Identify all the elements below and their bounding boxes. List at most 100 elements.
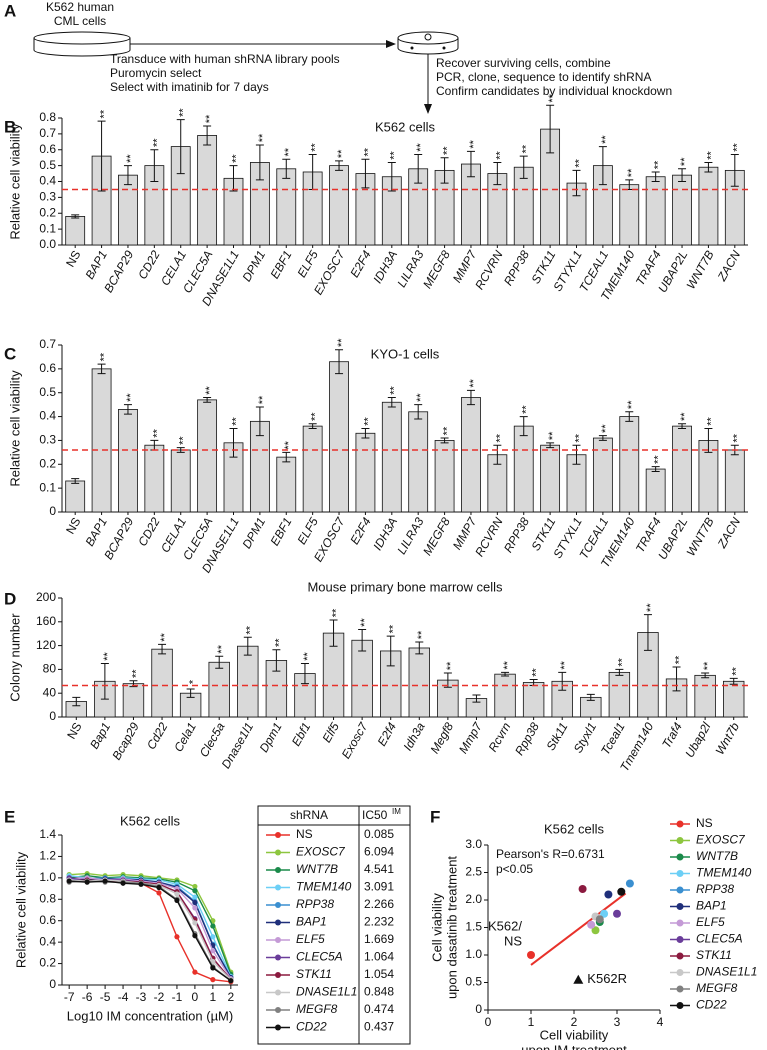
significance-label: ** bbox=[151, 138, 163, 147]
legend-label: DNASE1L1 bbox=[696, 965, 757, 979]
bar bbox=[694, 674, 716, 718]
significance-label: ** bbox=[547, 431, 559, 440]
bar bbox=[698, 166, 719, 246]
data-point bbox=[156, 884, 162, 891]
significance-label: ** bbox=[600, 424, 612, 433]
x-tick-label: -2 bbox=[154, 990, 165, 1004]
dish bbox=[397, 31, 459, 45]
significance-label: ** bbox=[415, 143, 427, 152]
significance-label: ** bbox=[98, 352, 110, 361]
significance-label: ** bbox=[573, 433, 585, 442]
legend-marker bbox=[275, 884, 281, 891]
error-bar bbox=[203, 125, 212, 146]
reference-label: K562R bbox=[587, 971, 627, 986]
significance-label: ** bbox=[653, 160, 665, 169]
x-tick-label: ZACN bbox=[714, 515, 743, 551]
significance-label: ** bbox=[616, 657, 628, 666]
table-cell: 4.541 bbox=[364, 862, 394, 876]
y-tick-label: 0.6 bbox=[39, 361, 56, 375]
legend-label: CD22 bbox=[296, 1020, 327, 1034]
error-bar bbox=[625, 411, 634, 422]
panel-label: F bbox=[430, 807, 440, 826]
legend-label: MEGF8 bbox=[296, 1002, 338, 1016]
error-bar bbox=[255, 406, 264, 437]
y-axis-label: Relative cell viability bbox=[7, 370, 22, 487]
error-bar bbox=[598, 146, 607, 186]
significance-label: ** bbox=[388, 624, 400, 633]
error-bar bbox=[643, 614, 652, 651]
significance-label: ** bbox=[102, 651, 114, 660]
error-bar bbox=[358, 629, 367, 652]
y-axis-label: Cell viability bbox=[429, 893, 444, 962]
bar bbox=[329, 165, 349, 246]
error-bar bbox=[97, 363, 106, 375]
data-point bbox=[192, 905, 198, 911]
data-point bbox=[613, 909, 621, 918]
error-bar bbox=[729, 677, 738, 685]
data-point bbox=[174, 891, 180, 897]
bar bbox=[494, 673, 516, 718]
error-bar bbox=[272, 649, 281, 672]
x-tick-label: -5 bbox=[100, 990, 111, 1004]
x-tick-label: EBF1 bbox=[267, 515, 294, 548]
bar bbox=[237, 645, 259, 718]
significance-label: ** bbox=[310, 412, 322, 421]
bar bbox=[645, 176, 666, 246]
significance-label: ** bbox=[283, 440, 295, 449]
error-bar bbox=[158, 643, 167, 655]
colony bbox=[424, 33, 432, 41]
error-bar bbox=[386, 635, 395, 667]
table-cell: 2.232 bbox=[364, 915, 394, 929]
significance-label: ** bbox=[502, 660, 514, 669]
legend-label: CLEC5A bbox=[296, 950, 343, 964]
legend-label: NS bbox=[296, 827, 313, 841]
legend-marker bbox=[676, 919, 684, 927]
significance-label: ** bbox=[336, 338, 348, 347]
data-point bbox=[120, 880, 126, 886]
legend-label: RPP38 bbox=[696, 882, 734, 896]
x-tick-label: 2 bbox=[571, 1015, 578, 1029]
significance-label: ** bbox=[98, 109, 110, 118]
significance-label: ** bbox=[732, 433, 744, 442]
significance-label: ** bbox=[626, 400, 638, 409]
significance-label: ** bbox=[626, 168, 638, 177]
chart-title: Mouse primary bone marrow cells bbox=[307, 579, 503, 594]
bar bbox=[197, 399, 218, 513]
table-cell: 0.474 bbox=[364, 1002, 394, 1016]
x-tick-label: E2f4 bbox=[375, 720, 400, 749]
series-line bbox=[69, 872, 232, 973]
legend-marker bbox=[275, 1007, 281, 1013]
x-tick-label: Cela1 bbox=[171, 720, 199, 754]
error-bar bbox=[329, 619, 338, 647]
x-tick-label: RPP38 bbox=[501, 248, 532, 288]
data-point bbox=[138, 881, 144, 887]
y-tick-label: 0.5 bbox=[465, 975, 482, 989]
significance-label: ** bbox=[151, 428, 163, 437]
y-axis-label: Relative cell viability bbox=[13, 851, 28, 968]
x-tick-label: Elf5 bbox=[319, 720, 342, 745]
x-axis-label: Cell viability bbox=[540, 1027, 609, 1042]
y-tick-label: 0.2 bbox=[39, 205, 56, 219]
data-point bbox=[174, 934, 180, 940]
colony bbox=[410, 46, 414, 50]
x-axis-label: Log10 IM concentration (µM) bbox=[67, 1008, 233, 1023]
error-bar bbox=[466, 389, 475, 406]
x-tick-label: DPM1 bbox=[239, 515, 268, 551]
y-tick-label: 3.0 bbox=[465, 837, 482, 851]
legend-marker bbox=[275, 989, 281, 996]
chart-title: K562 cells bbox=[544, 821, 604, 836]
diagram-text: Puromycin select bbox=[110, 66, 202, 80]
error-bar bbox=[651, 466, 660, 472]
y-tick-label: 0.7 bbox=[39, 126, 56, 140]
x-tick-label: ZACN bbox=[714, 248, 743, 284]
table-cell: 0.085 bbox=[364, 827, 394, 841]
bar bbox=[351, 639, 373, 718]
error-bar bbox=[440, 437, 449, 444]
y-tick-label: 0.2 bbox=[39, 956, 56, 970]
x-tick-label: Ebf1 bbox=[289, 720, 313, 748]
y-tick-label: 0.4 bbox=[39, 934, 56, 948]
significance-label: ** bbox=[494, 150, 506, 159]
series-line bbox=[69, 875, 232, 977]
bar bbox=[91, 368, 112, 513]
point-label: NS bbox=[504, 933, 522, 948]
